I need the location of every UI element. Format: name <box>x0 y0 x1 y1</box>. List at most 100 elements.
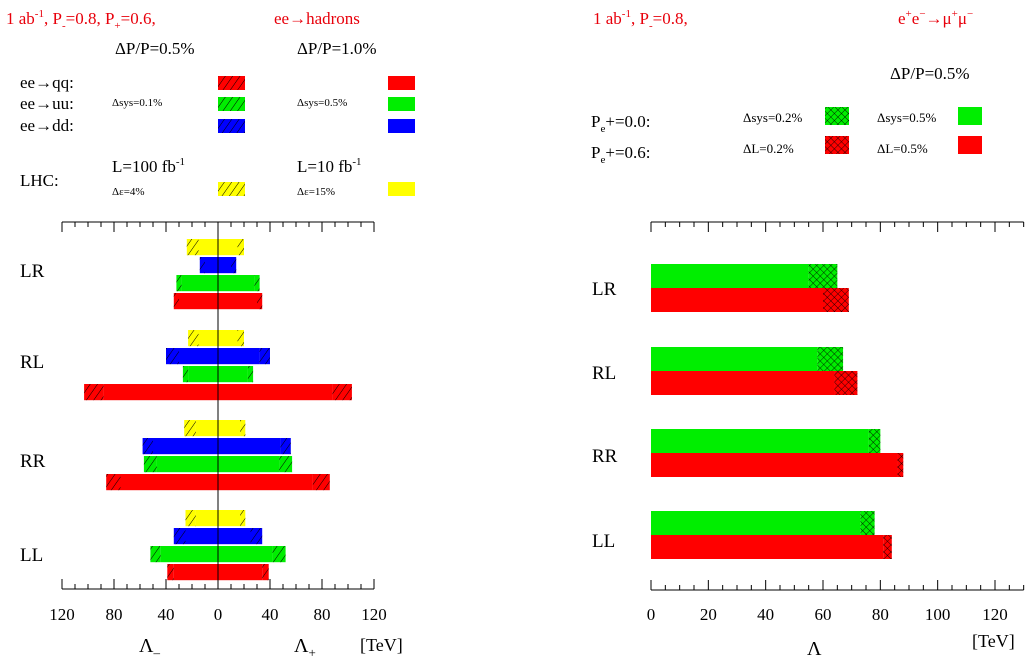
lhc-title-b: L=10 fb-1 <box>297 156 362 176</box>
legend-label-pe-06: Pe+=0.6: <box>591 143 651 166</box>
legend-swatch-uu-a <box>218 97 245 111</box>
right-tick-label: 60 <box>815 605 832 624</box>
left-axis: 120 80 40 0 40 80 120 <box>49 221 387 624</box>
legend-swatch-uu-b <box>388 97 415 111</box>
bar-ll-ee-qq-error-left <box>167 564 174 581</box>
bar-rl-p-e-0-0-error <box>817 347 844 371</box>
bar-rl-lhc-error-right <box>237 330 244 347</box>
legend-label-dd: ee→dd: <box>20 116 74 135</box>
bar-rr-lhc-error-right <box>240 420 246 437</box>
right-tick-label: 20 <box>700 605 717 624</box>
right-header-beam: 1 ab-1, P-=0.8, <box>593 8 688 32</box>
legend-note-pe0-b: Δsys=0.5% <box>877 110 937 125</box>
x-label-lambda-plus: Λ+ <box>294 635 316 660</box>
bar-rl-ee-dd-error-left <box>166 348 179 365</box>
right-legend: Pe+=0.0: Pe+=0.6: Δsys=0.2% Δsys=0.5% ΔL… <box>591 107 982 166</box>
column-title-a: ΔP/P=0.5% <box>115 39 195 58</box>
bar-lr-ee-dd-error-left <box>199 257 205 274</box>
legend-swatch-pe06-b <box>958 136 982 154</box>
bar-lr-ee-qq-error-right <box>257 293 263 310</box>
bar-ll-p-e-0-6-core <box>651 535 884 559</box>
bar-rr-p-e-0-0-core <box>651 429 869 453</box>
right-bars <box>651 264 904 559</box>
bar-lr-ee-dd-error-right <box>231 257 237 274</box>
bar-rr-ee-qq-core <box>120 474 313 491</box>
category-label-rl-left: RL <box>20 352 44 373</box>
legend-note-uu-b: Δsys=0.5% <box>297 97 347 109</box>
category-label-lr-right: LR <box>592 279 617 300</box>
legend-label-qq: ee→qq: <box>20 73 74 92</box>
x-label-lambda-minus: Λ– <box>139 635 161 660</box>
left-tick-label: 40 <box>262 605 279 624</box>
bar-ll-ee-uu-error-left <box>150 546 161 563</box>
column-title-b: ΔP/P=1.0% <box>297 39 377 58</box>
bar-lr-p-e-0-6-error <box>823 288 849 312</box>
legend-swatch-dd-b <box>388 119 415 133</box>
lhc-note-b: Δε=15% <box>297 186 335 198</box>
bar-ll-lhc-error-left <box>185 510 196 527</box>
bar-rl-lhc-error-left <box>188 330 199 347</box>
right-panel: 1 ab-1, P-=0.8, e+e−→μ+μ− ΔP/P=0.5% Pe+=… <box>591 8 1025 660</box>
bar-rr-ee-uu-error-left <box>143 456 157 473</box>
bar-rl-ee-uu-error-left <box>182 366 189 383</box>
bar-rr-p-e-0-0-error <box>868 429 881 453</box>
left-tick-label: 120 <box>361 605 387 624</box>
left-header-beam: 1 ab-1, P-=0.8, P+=0.6, <box>6 8 156 32</box>
legend-swatch-pe06-a <box>825 136 849 154</box>
legend-swatch-lhc-b <box>388 182 415 196</box>
bar-rr-ee-uu-error-right <box>279 456 293 473</box>
category-label-ll-left: LL <box>20 545 43 566</box>
bar-rl-ee-dd-core <box>179 348 260 365</box>
bar-rl-p-e-0-6-error <box>834 371 858 395</box>
bar-lr-ee-uu-error-right <box>254 275 260 292</box>
category-label-rr-left: RR <box>20 451 46 472</box>
bar-rl-p-e-0-6-core <box>651 371 835 395</box>
legend-swatch-lhc-a <box>218 182 245 196</box>
right-tick-label: 0 <box>647 605 656 624</box>
x-unit-left: [TeV] <box>360 635 403 655</box>
bar-rl-ee-qq-error-left <box>84 384 104 401</box>
bar-rr-p-e-0-6-error <box>897 453 904 477</box>
bar-rr-ee-qq-error-left <box>106 474 121 491</box>
lhc-note-a: Δε=4% <box>112 186 145 198</box>
left-tick-label: 0 <box>214 605 223 624</box>
right-header-process: e+e−→μ+μ− <box>898 8 973 28</box>
bar-rr-ee-qq-error-right <box>312 474 330 491</box>
bar-rl-ee-uu-error-right <box>247 366 254 383</box>
x-label-lambda: Λ <box>807 638 822 660</box>
bar-rr-ee-dd-error-left <box>142 438 153 455</box>
right-column-title: ΔP/P=0.5% <box>890 64 970 83</box>
bar-rl-ee-dd-error-right <box>259 348 270 365</box>
left-panel: 1 ab-1, P-=0.8, P+=0.6, ee→hadrons ΔP/P=… <box>6 8 415 660</box>
bar-lr-ee-qq-error-left <box>173 293 179 310</box>
category-label-rr-right: RR <box>592 446 618 467</box>
left-tick-label: 120 <box>49 605 75 624</box>
left-legend: ee→qq: ee→uu: ee→dd: Δsys=0.1% Δsys=0.5%… <box>20 73 415 198</box>
left-tick-label: 80 <box>314 605 331 624</box>
bar-rl-ee-qq-error-right <box>332 384 352 401</box>
right-axis: 0 20 40 60 80 100 120 <box>647 221 1025 624</box>
bar-lr-ee-uu-error-left <box>176 275 182 292</box>
legend-swatch-dd-a <box>218 119 245 133</box>
bar-lr-p-e-0-6-core <box>651 288 823 312</box>
lhc-title-a: L=100 fb-1 <box>112 156 185 176</box>
legend-note-pe06-b: ΔL=0.5% <box>877 141 928 156</box>
right-tick-label: 120 <box>982 605 1008 624</box>
category-label-rl-right: RL <box>592 363 616 384</box>
left-tick-label: 40 <box>158 605 175 624</box>
legend-label-lhc: LHC: <box>20 171 59 190</box>
bar-rl-p-e-0-0-core <box>651 347 818 371</box>
bar-ll-ee-dd-error-right <box>250 528 263 545</box>
bar-ll-p-e-0-0-error <box>860 511 875 535</box>
legend-swatch-qq-b <box>388 76 415 90</box>
bar-ll-ee-qq-error-right <box>262 564 269 581</box>
bar-ll-lhc-error-right <box>240 510 246 527</box>
legend-note-uu-a: Δsys=0.1% <box>112 97 162 109</box>
bar-rr-lhc-error-left <box>184 420 196 437</box>
legend-swatch-qq-a <box>218 76 245 90</box>
bar-lr-p-e-0-0-error <box>808 264 838 288</box>
category-label-ll-right: LL <box>592 531 615 552</box>
x-unit-right: [TeV] <box>972 631 1015 651</box>
legend-swatch-pe0-a <box>825 107 849 125</box>
